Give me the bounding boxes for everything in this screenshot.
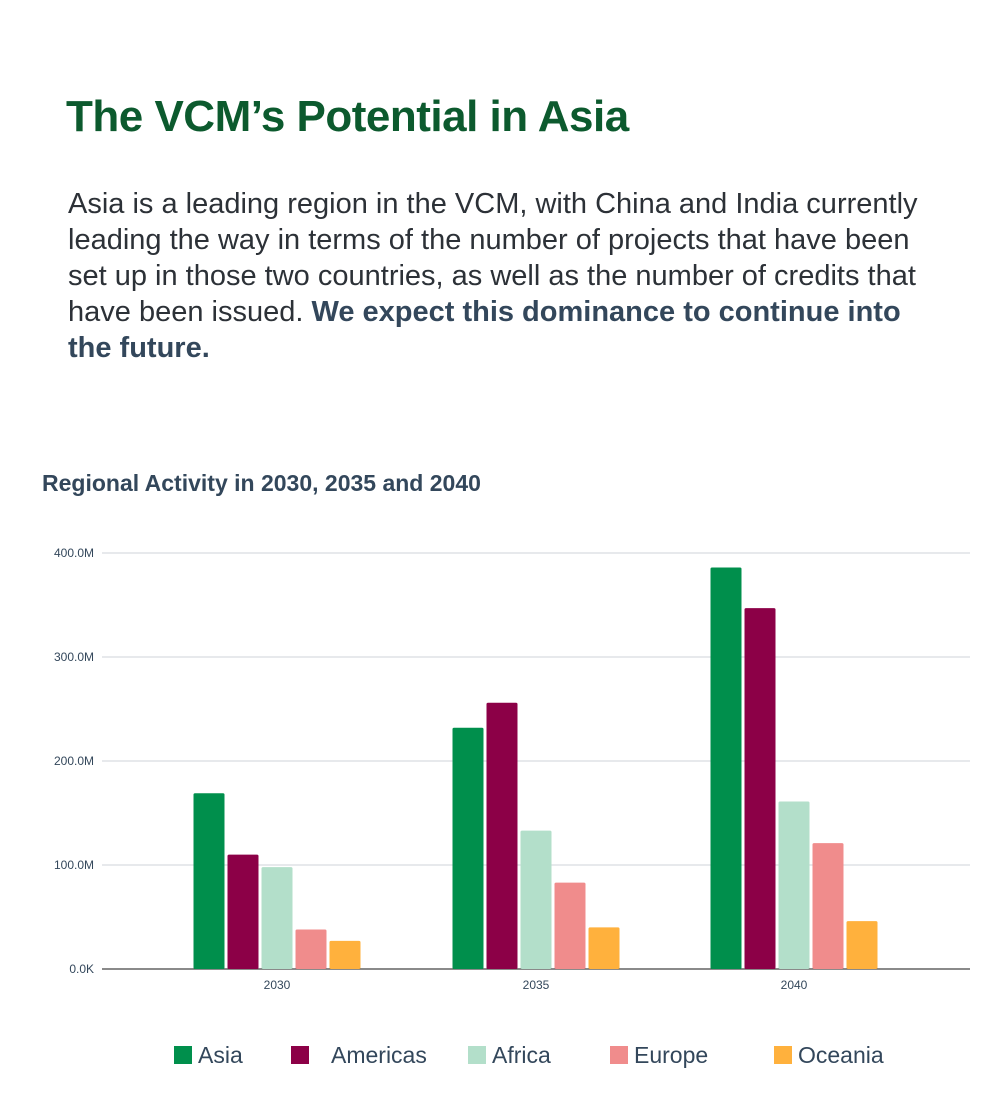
legend-label: Asia [198, 1041, 243, 1068]
legend-swatch [774, 1046, 792, 1064]
intro-paragraph: Asia is a leading region in the VCM, wit… [68, 186, 938, 366]
y-tick-label: 0.0K [69, 962, 94, 976]
bar-chart: 0.0K 100.0M 200.0M 300.0M 400.0M 2030 2035 2040 [54, 546, 970, 992]
legend-label: Africa [492, 1041, 551, 1068]
bar-asia-2035 [452, 727, 484, 969]
legend-item-oceania: Oceania [774, 1040, 884, 1070]
legend-item-asia: Asia [174, 1040, 243, 1070]
chart-legend: Asia Americas Africa Europe Oceania [0, 1040, 1000, 1070]
legend-swatch [174, 1046, 192, 1064]
x-tick-label: 2030 [264, 978, 291, 992]
bar-americas-2035 [486, 702, 518, 969]
legend-swatch [468, 1046, 486, 1064]
intro-text: Asia is a leading region in the VCM, wit… [68, 188, 918, 328]
legend-swatch [291, 1046, 309, 1064]
bar-oceania-2035 [588, 927, 620, 969]
bar-africa-2035 [520, 830, 552, 969]
bar-oceania-2040 [846, 921, 878, 969]
legend-swatch [610, 1046, 628, 1064]
legend-item-europe: Europe [610, 1040, 708, 1070]
chart-title: Regional Activity in 2030, 2035 and 2040 [42, 470, 481, 496]
x-tick-label: 2035 [523, 978, 550, 992]
legend-item-americas: Americas [291, 1040, 427, 1070]
y-tick-label: 300.0M [54, 650, 94, 664]
y-tick-label: 100.0M [54, 858, 94, 872]
bar-asia-2040 [710, 567, 742, 969]
legend-label: Europe [634, 1041, 709, 1068]
bar-asia-2030 [193, 793, 225, 969]
bar-americas-2040 [744, 608, 776, 969]
bar-oceania-2030 [329, 940, 361, 969]
bar-africa-2030 [261, 867, 293, 969]
page-title: The VCM’s Potential in Asia [66, 92, 629, 141]
legend-item-africa: Africa [468, 1040, 551, 1070]
bar-americas-2030 [227, 854, 259, 969]
legend-label: Oceania [798, 1041, 884, 1068]
bar-europe-2035 [554, 882, 586, 969]
legend-label: Americas [331, 1041, 427, 1068]
bar-europe-2030 [295, 929, 327, 969]
y-tick-label: 400.0M [54, 546, 94, 560]
bar-europe-2040 [812, 843, 844, 969]
x-tick-label: 2040 [781, 978, 808, 992]
intro-emphasis: We expect this dominance to continue int… [68, 296, 901, 364]
bar-africa-2040 [778, 801, 810, 969]
y-tick-label: 200.0M [54, 754, 94, 768]
